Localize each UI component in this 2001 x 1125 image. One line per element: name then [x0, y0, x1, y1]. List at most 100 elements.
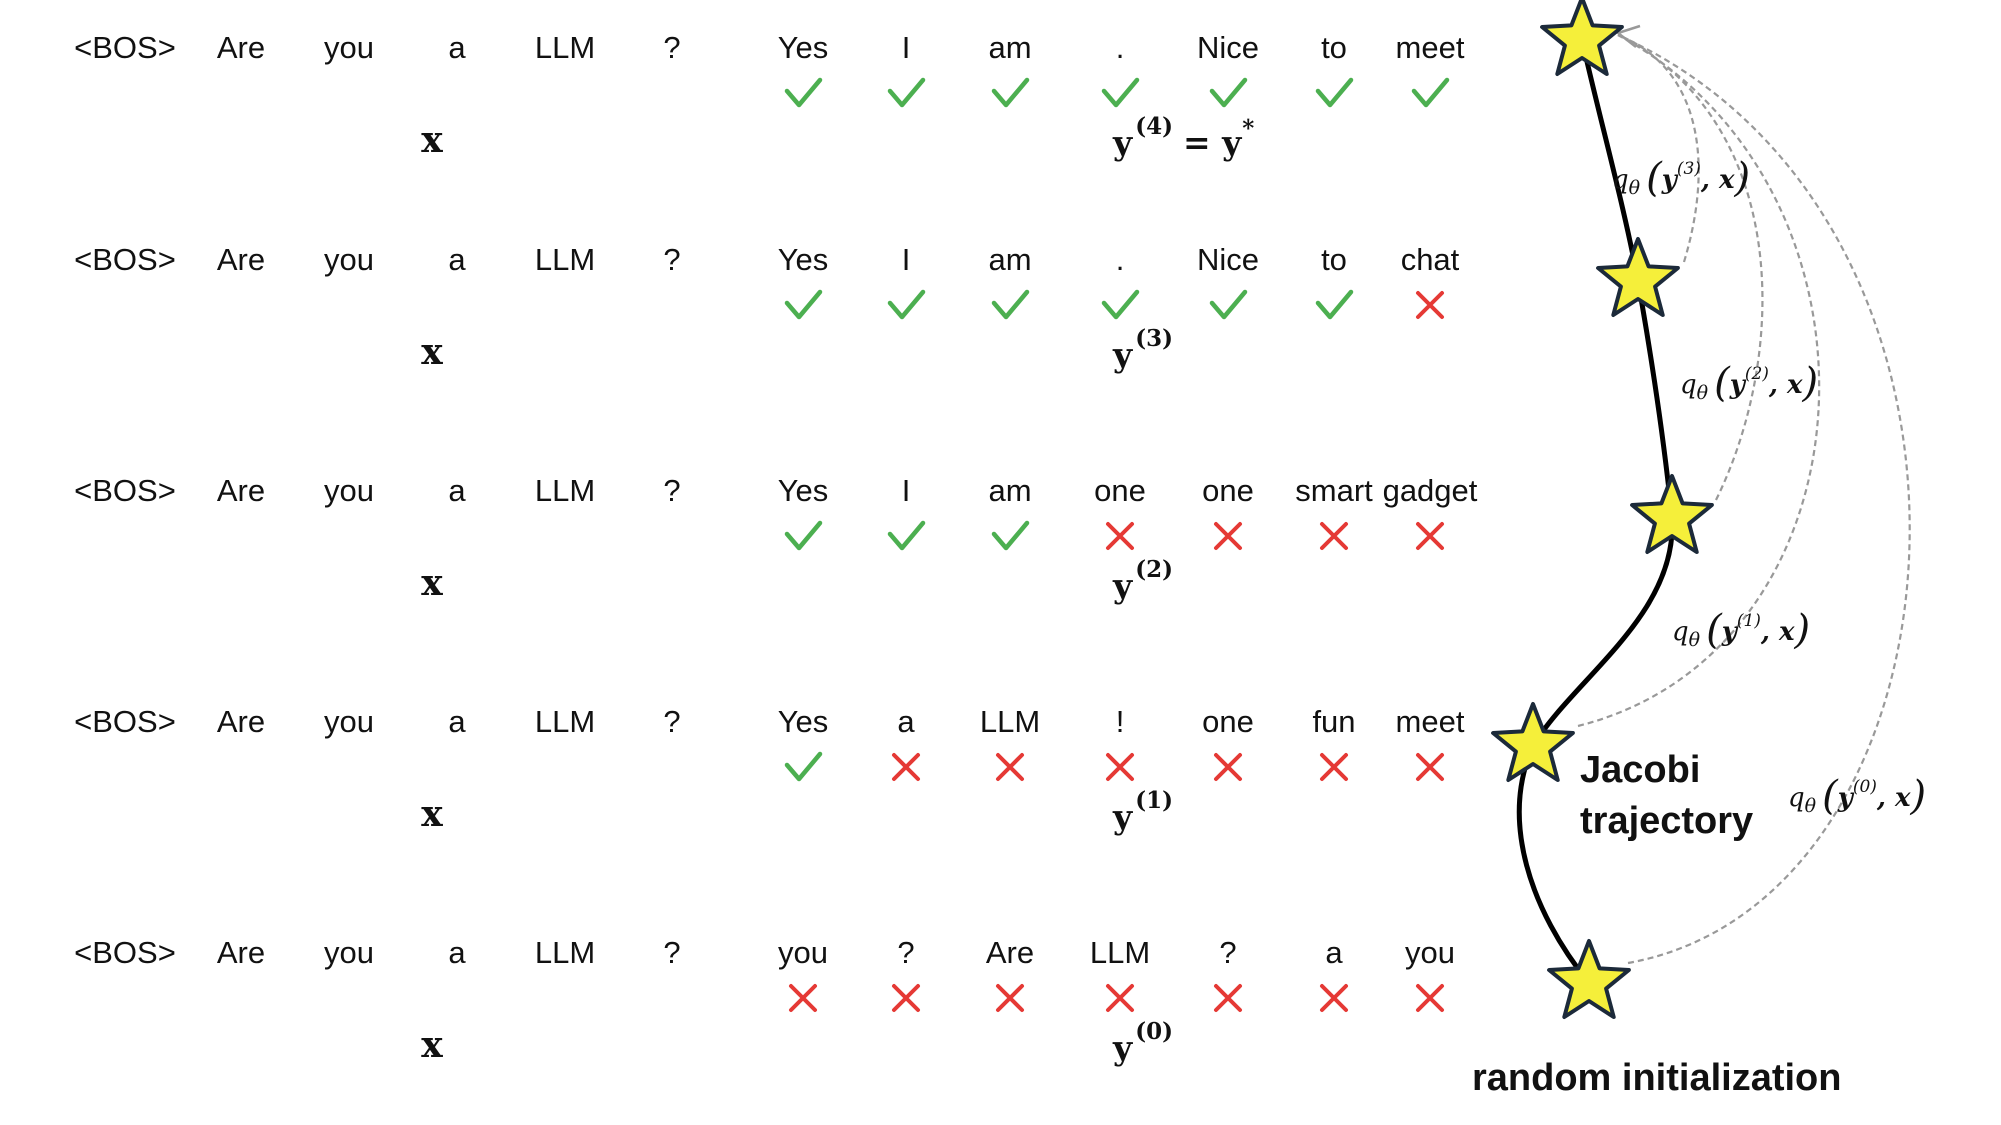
- jacobi-label-line1: Jacobi: [1580, 749, 1700, 791]
- check-icon: [991, 520, 1030, 551]
- prompt-token: a: [448, 30, 466, 65]
- y-variable: y (2): [1112, 556, 1173, 605]
- cross-icon: [1106, 753, 1134, 781]
- star-icon: [1491, 702, 1575, 782]
- check-icon: [784, 520, 823, 551]
- output-token: Nice: [1197, 242, 1259, 277]
- output-token: Yes: [778, 473, 829, 508]
- prompt-token: <BOS>: [74, 242, 176, 277]
- prompt-token: ?: [663, 704, 680, 739]
- output-token: to: [1321, 30, 1347, 65]
- check-icon: [1315, 289, 1354, 320]
- check-icon: [887, 520, 926, 551]
- prompt-token: ?: [663, 935, 680, 970]
- prompt-token: <BOS>: [74, 704, 176, 739]
- check-icon: [1101, 77, 1140, 108]
- prompt-token: LLM: [535, 473, 595, 508]
- output-token: am: [988, 242, 1031, 277]
- check-icon: [1315, 77, 1354, 108]
- prompt-token: <BOS>: [74, 473, 176, 508]
- output-token: a: [897, 704, 915, 739]
- cross-icon: [1416, 984, 1444, 1012]
- prompt-token: you: [324, 30, 374, 65]
- prompt-token: Are: [217, 935, 265, 970]
- q-theta-label: qθ (y(2), x): [1680, 360, 1818, 406]
- check-icon: [784, 751, 823, 782]
- check-icon: [1101, 289, 1140, 320]
- prompt-token: a: [448, 242, 466, 277]
- cross-icon: [1106, 984, 1134, 1012]
- prompt-token: Are: [217, 704, 265, 739]
- cross-icon: [1416, 753, 1444, 781]
- y-variable: y (0): [1112, 1018, 1173, 1067]
- jacobi-label-line2: trajectory: [1580, 800, 1753, 842]
- output-token: Yes: [778, 704, 829, 739]
- x-variable: x: [421, 119, 443, 161]
- q-theta-label: qθ (y(1), x): [1672, 607, 1810, 653]
- output-token: I: [902, 30, 911, 65]
- cross-icon: [996, 984, 1024, 1012]
- x-variable: x: [421, 562, 443, 604]
- output-token: .: [1116, 242, 1125, 277]
- check-icon: [784, 289, 823, 320]
- consistency-arc: [1617, 33, 1911, 965]
- cross-icon: [1320, 522, 1348, 550]
- y-variable: y (3): [1112, 325, 1173, 374]
- cross-icon: [789, 984, 817, 1012]
- output-token: am: [988, 473, 1031, 508]
- prompt-token: you: [324, 704, 374, 739]
- output-token: I: [902, 242, 911, 277]
- check-icon: [784, 77, 823, 108]
- cross-icon: [1106, 522, 1134, 550]
- cross-icon: [1320, 753, 1348, 781]
- prompt-token: LLM: [535, 704, 595, 739]
- check-icon: [1209, 77, 1248, 108]
- output-token: LLM: [980, 704, 1040, 739]
- output-token: LLM: [1090, 935, 1150, 970]
- output-token: gadget: [1383, 473, 1478, 508]
- prompt-token: a: [448, 704, 466, 739]
- check-icon: [887, 289, 926, 320]
- output-token: .: [1116, 30, 1125, 65]
- x-variable: x: [421, 331, 443, 373]
- cross-icon: [1214, 522, 1242, 550]
- prompt-token: <BOS>: [74, 935, 176, 970]
- cross-icon: [1214, 753, 1242, 781]
- output-token: ?: [897, 935, 914, 970]
- prompt-token: ?: [663, 242, 680, 277]
- output-token: Yes: [778, 242, 829, 277]
- check-icon: [1209, 289, 1248, 320]
- prompt-token: you: [324, 935, 374, 970]
- output-token: one: [1202, 704, 1254, 739]
- check-icon: [991, 289, 1030, 320]
- prompt-token: a: [448, 935, 466, 970]
- output-token: Are: [986, 935, 1034, 970]
- check-icon: [887, 77, 926, 108]
- check-icon: [991, 77, 1030, 108]
- prompt-token: LLM: [535, 242, 595, 277]
- star-icon: [1630, 474, 1714, 554]
- consistency-arc: [1617, 34, 1764, 501]
- output-token: ?: [1219, 935, 1236, 970]
- star-icon: [1540, 0, 1624, 76]
- q-theta-labels: qθ (y(3), x) qθ (y(2), x) qθ (y(1), x) qθ (y(0)…: [1612, 155, 1926, 819]
- output-token: fun: [1312, 704, 1355, 739]
- consistency-arcs: [1577, 24, 1911, 965]
- prompt-token: ?: [663, 30, 680, 65]
- consistency-arc: [1617, 33, 1700, 263]
- token-row: <BOS> Are you a LLM? you? Are LLM? a you x y (0): [74, 935, 1455, 1067]
- prompt-token: Are: [217, 242, 265, 277]
- output-token: smart: [1295, 473, 1373, 508]
- prompt-token: you: [324, 473, 374, 508]
- y-variable: y (4) = y*: [1112, 113, 1254, 162]
- cross-icon: [996, 753, 1024, 781]
- output-token: meet: [1396, 30, 1465, 65]
- cross-icon: [1320, 984, 1348, 1012]
- output-token: one: [1202, 473, 1254, 508]
- output-token: Nice: [1197, 30, 1259, 65]
- output-token: you: [1405, 935, 1455, 970]
